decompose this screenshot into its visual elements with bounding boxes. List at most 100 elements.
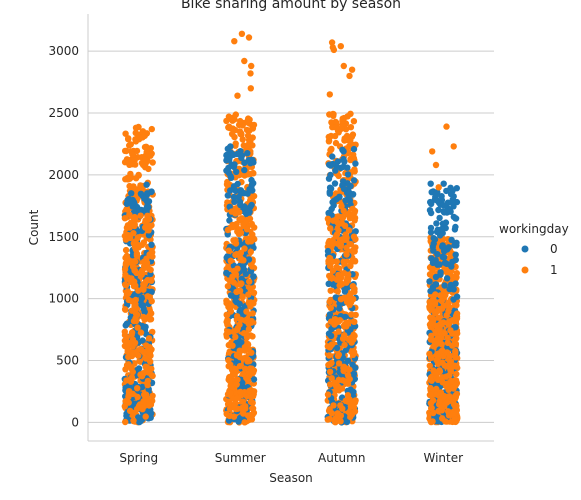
point-workingday-1 xyxy=(337,296,345,303)
y-tick-label: 1000 xyxy=(48,292,79,306)
point-workingday-1 xyxy=(131,222,138,230)
point-workingday-1 xyxy=(338,214,346,221)
point-workingday-1 xyxy=(239,293,246,300)
point-workingday-0 xyxy=(326,311,334,318)
point-workingday-1 xyxy=(149,253,156,260)
point-workingday-0 xyxy=(325,210,333,217)
point-workingday-1 xyxy=(329,238,336,245)
point-workingday-0 xyxy=(443,275,451,282)
point-workingday-1 xyxy=(141,281,148,288)
point-workingday-0 xyxy=(227,143,234,150)
point-workingday-1 xyxy=(237,130,244,138)
point-workingday-0 xyxy=(432,281,439,288)
point-workingday-1 xyxy=(335,328,342,335)
point-workingday-1 xyxy=(324,391,332,398)
point-workingday-1 xyxy=(344,113,351,120)
point-workingday-1 xyxy=(231,116,238,123)
point-workingday-1 xyxy=(148,277,155,284)
legend-title: workingday xyxy=(499,222,569,236)
point-workingday-1 xyxy=(244,171,251,178)
point-workingday-1 xyxy=(344,392,352,399)
point-workingday-1 xyxy=(327,287,334,294)
point-workingday-1 xyxy=(227,361,234,368)
point-workingday-1 xyxy=(453,270,460,277)
point-workingday-0 xyxy=(137,190,145,197)
point-workingday-1 xyxy=(333,119,340,127)
point-workingday-0 xyxy=(448,236,455,244)
point-workingday-1 xyxy=(125,391,132,399)
point-workingday-0 xyxy=(352,364,359,372)
point-workingday-1 xyxy=(350,233,358,240)
point-workingday-0 xyxy=(148,288,155,295)
point-workingday-1 xyxy=(249,142,256,149)
point-workingday-1 xyxy=(132,138,140,145)
point-workingday-1 xyxy=(248,62,255,70)
point-workingday-1 xyxy=(146,294,153,301)
point-workingday-0 xyxy=(136,206,143,214)
point-workingday-1 xyxy=(237,388,244,396)
point-workingday-1 xyxy=(225,247,232,254)
point-workingday-1 xyxy=(326,134,333,141)
point-workingday-0 xyxy=(250,273,257,280)
point-workingday-0 xyxy=(344,357,352,364)
point-workingday-1 xyxy=(443,123,450,130)
point-workingday-1 xyxy=(227,389,234,397)
point-workingday-1 xyxy=(334,219,341,226)
point-workingday-1 xyxy=(245,377,252,384)
point-workingday-1 xyxy=(128,331,135,338)
point-workingday-1 xyxy=(426,305,433,312)
point-workingday-1 xyxy=(247,70,254,77)
point-workingday-1 xyxy=(333,258,340,265)
point-workingday-1 xyxy=(236,347,243,354)
point-workingday-1 xyxy=(433,308,441,315)
point-workingday-0 xyxy=(443,187,450,195)
point-workingday-1 xyxy=(230,403,238,410)
point-workingday-1 xyxy=(339,115,346,122)
point-workingday-1 xyxy=(124,157,132,164)
point-workingday-1 xyxy=(234,92,241,99)
point-workingday-1 xyxy=(121,328,128,335)
point-workingday-0 xyxy=(326,184,334,191)
point-workingday-1 xyxy=(245,326,253,333)
point-workingday-1 xyxy=(132,314,139,322)
point-workingday-1 xyxy=(236,363,244,370)
point-workingday-1 xyxy=(126,175,133,182)
point-workingday-1 xyxy=(431,300,439,308)
point-workingday-1 xyxy=(130,230,137,237)
point-workingday-1 xyxy=(122,246,130,254)
point-workingday-1 xyxy=(439,359,446,366)
point-workingday-1 xyxy=(123,252,130,260)
point-workingday-1 xyxy=(325,257,332,265)
point-workingday-1 xyxy=(350,118,358,125)
point-workingday-1 xyxy=(234,376,241,383)
point-workingday-1 xyxy=(122,282,130,289)
y-tick-label: 2500 xyxy=(48,106,79,120)
point-workingday-1 xyxy=(248,195,255,202)
point-workingday-1 xyxy=(223,318,230,326)
point-workingday-1 xyxy=(241,419,248,426)
point-workingday-0 xyxy=(427,229,435,236)
point-workingday-1 xyxy=(134,324,141,331)
point-workingday-1 xyxy=(245,291,252,298)
y-tick-label: 0 xyxy=(71,415,79,429)
legend: workingday 0 1 xyxy=(499,222,569,277)
point-workingday-1 xyxy=(449,363,456,370)
point-workingday-1 xyxy=(342,232,350,240)
point-workingday-1 xyxy=(133,241,141,248)
point-workingday-1 xyxy=(135,352,142,359)
point-workingday-1 xyxy=(123,334,130,341)
point-workingday-1 xyxy=(435,339,442,347)
point-workingday-1 xyxy=(332,233,340,240)
point-workingday-0 xyxy=(227,292,235,299)
point-workingday-1 xyxy=(351,248,358,255)
point-workingday-0 xyxy=(324,247,332,255)
point-workingday-0 xyxy=(336,193,343,200)
point-workingday-1 xyxy=(350,348,358,356)
point-workingday-1 xyxy=(148,372,155,379)
point-workingday-1 xyxy=(133,252,141,259)
point-workingday-1 xyxy=(233,327,240,334)
point-workingday-0 xyxy=(438,196,446,204)
point-workingday-1 xyxy=(429,409,437,417)
point-workingday-1 xyxy=(232,365,239,373)
point-workingday-0 xyxy=(450,296,457,303)
